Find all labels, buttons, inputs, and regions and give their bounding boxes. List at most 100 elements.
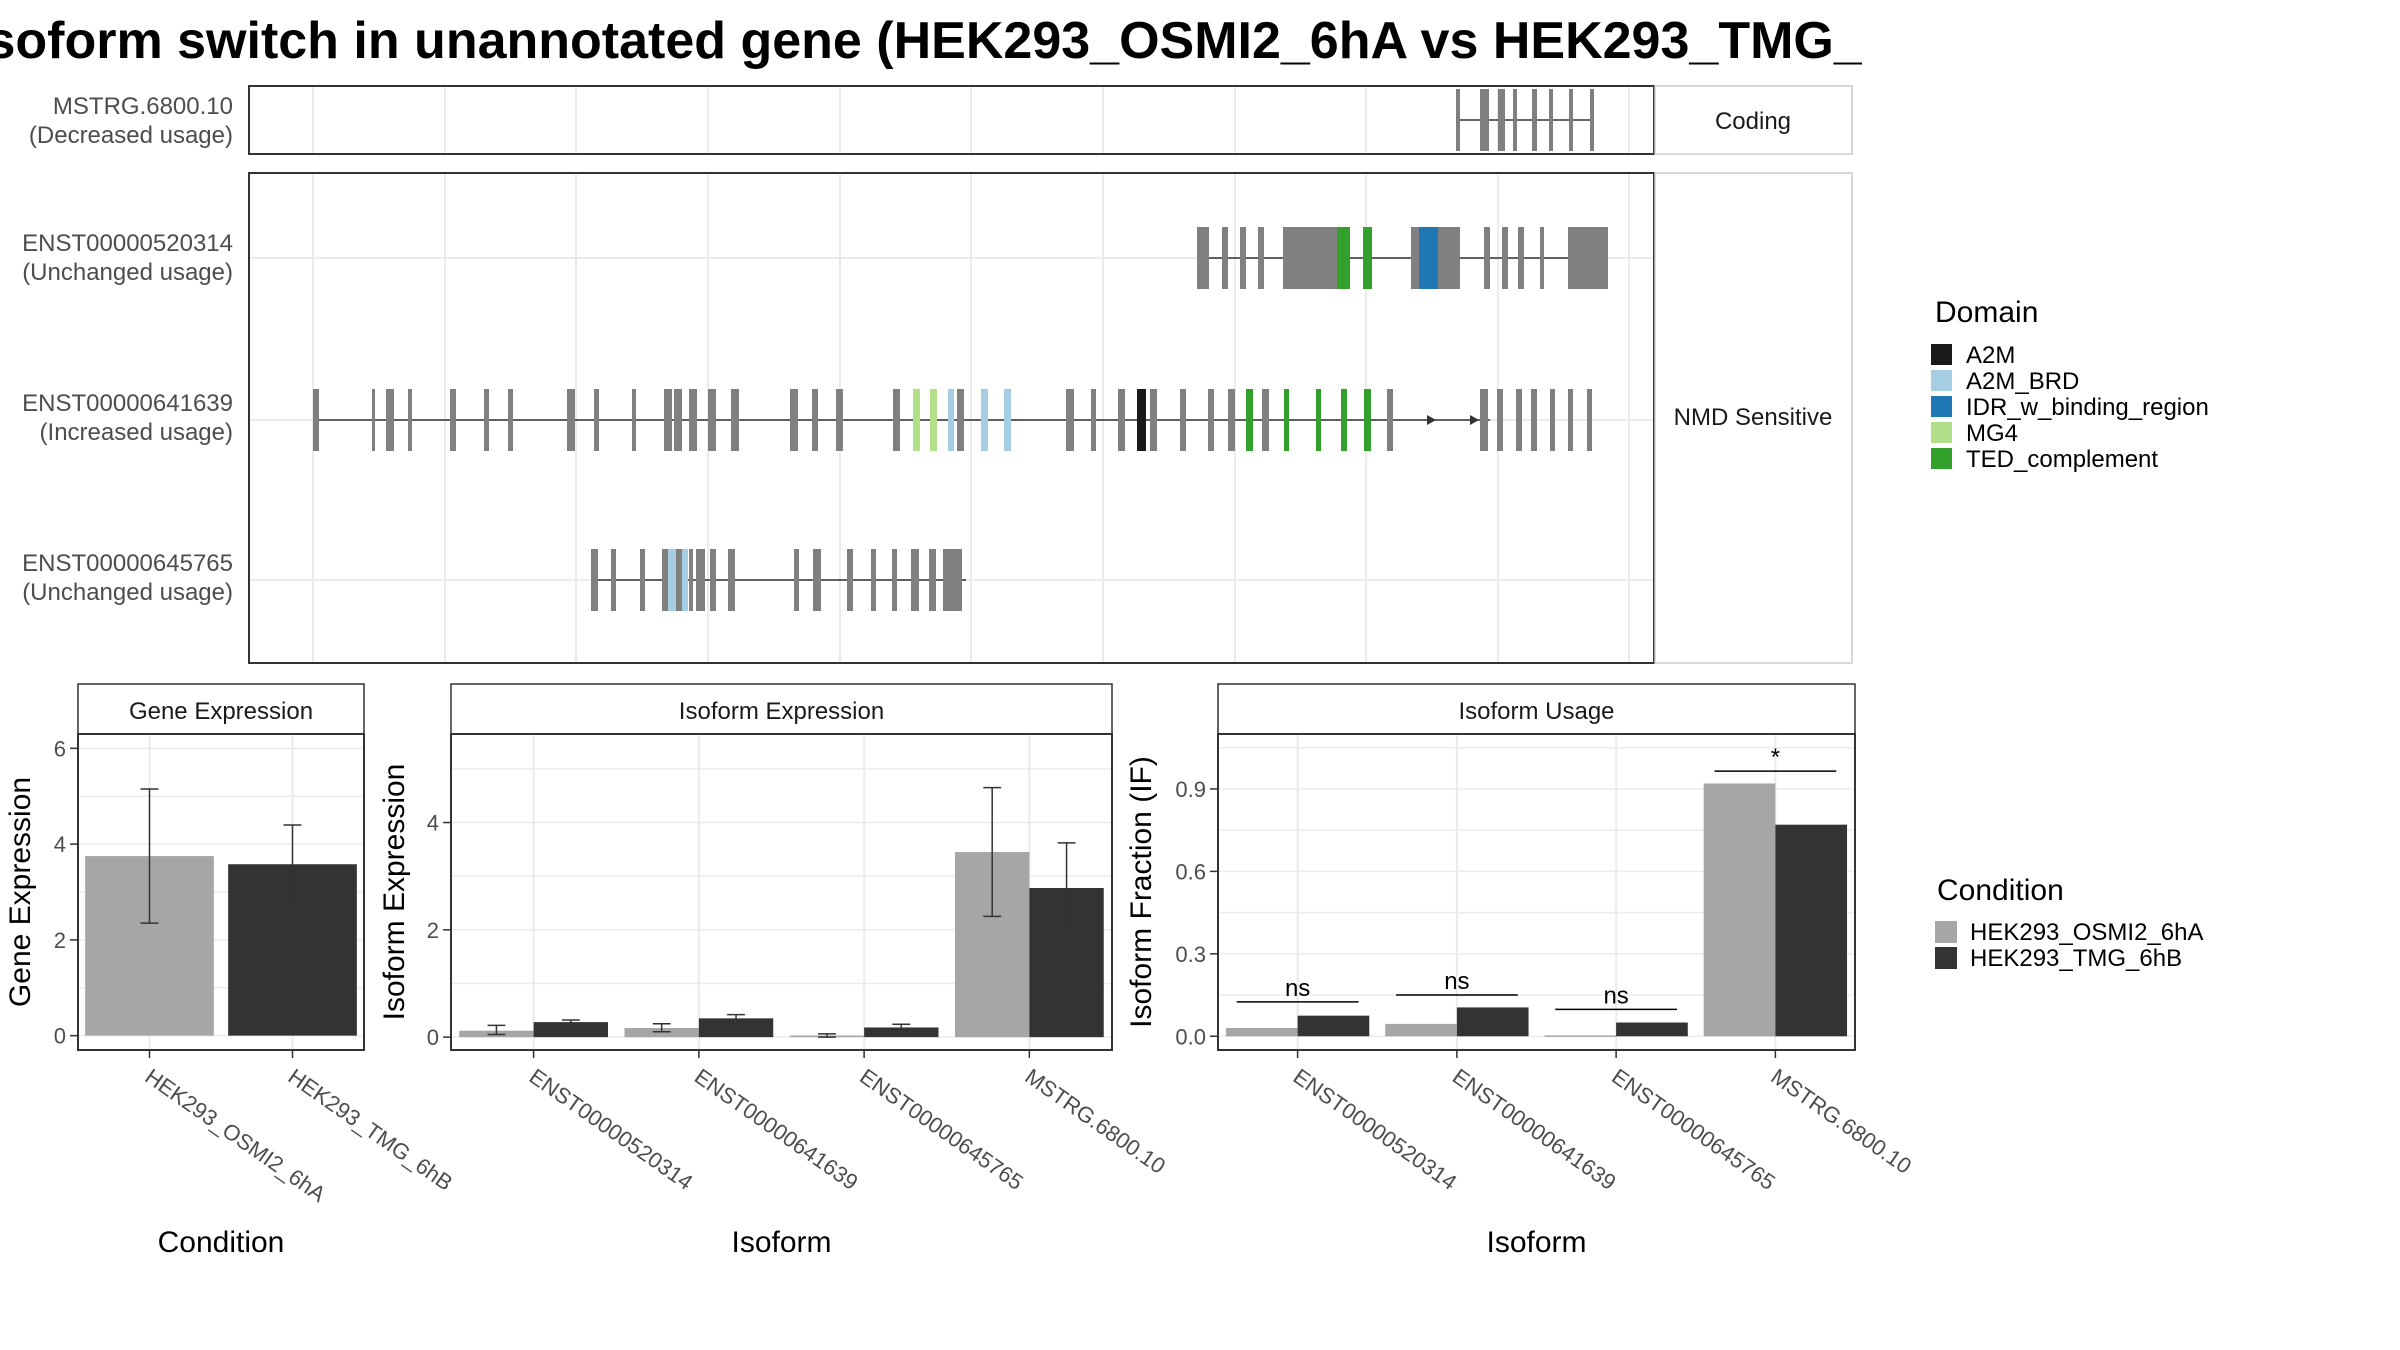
- y-tick-label: 2: [427, 918, 439, 943]
- domain-legend-label: MG4: [1966, 420, 2018, 447]
- exon: [1498, 89, 1505, 151]
- panel-isoform-usage: Isoform Usage ns ns ns * 0.0 0.3 0.6 0.9 ENST0000…: [1125, 683, 1917, 1259]
- x-tick-label: MSTRG.6800.10: [1021, 1064, 1171, 1179]
- isoform-structure-plot: Coding NMD Sensitive MSTRG.6800.10 (Decr…: [22, 85, 1853, 664]
- significance-label: ns: [1285, 975, 1310, 1002]
- condition-legend-label: HEK293_TMG_6hB: [1970, 945, 2182, 972]
- facet-strip-nmd: [1654, 172, 1853, 664]
- exon: [957, 389, 964, 451]
- bar: [1225, 1028, 1298, 1037]
- bar: [1385, 1023, 1457, 1037]
- domain-exon: [1316, 389, 1321, 451]
- domain-exon: [1284, 389, 1289, 451]
- y-tick-label: 0.9: [1175, 777, 1206, 802]
- exon: [611, 549, 616, 611]
- bar: [1775, 824, 1848, 1037]
- domain-exon: [1364, 389, 1371, 451]
- exon: [1513, 89, 1517, 151]
- exon: [1587, 389, 1592, 451]
- exon: [567, 389, 575, 451]
- exon: [664, 389, 672, 451]
- panel-border: [77, 733, 365, 1051]
- exon: [1531, 389, 1537, 451]
- exon: [450, 389, 456, 451]
- exon: [484, 389, 489, 451]
- exon: [1550, 389, 1555, 451]
- exon: [1438, 227, 1460, 289]
- exon: [897, 389, 899, 451]
- y-tick-label: 2: [54, 928, 66, 953]
- significance-label: ns: [1444, 968, 1469, 995]
- exon: [1532, 89, 1537, 151]
- exon: [1540, 227, 1544, 289]
- facet-label-nmd: NMD Sensitive: [1674, 404, 1833, 431]
- bar: [1456, 1007, 1529, 1037]
- exon: [508, 389, 513, 451]
- x-axis-title: Isoform: [1486, 1226, 1586, 1259]
- y-tick-label: 4: [54, 832, 66, 857]
- exon: [1456, 89, 1460, 151]
- exon: [1569, 89, 1573, 151]
- exon: [794, 549, 799, 611]
- bar: [1544, 1035, 1617, 1037]
- domain-exon: [1137, 389, 1146, 451]
- exon: [929, 549, 936, 611]
- exon: [1208, 389, 1214, 451]
- exon: [710, 549, 716, 611]
- exon: [1197, 227, 1209, 289]
- domain-legend-key: [1931, 448, 1952, 469]
- exon: [1118, 389, 1125, 451]
- exon: [689, 389, 697, 451]
- domain-exon: [930, 389, 937, 451]
- exon: [632, 389, 636, 451]
- x-tick-label: ENST00000645765: [855, 1064, 1028, 1195]
- exon: [1484, 227, 1490, 289]
- exon: [893, 389, 900, 451]
- exon: [728, 549, 735, 611]
- structure-panel-coding: [248, 85, 1655, 155]
- domain-exon: [1246, 389, 1253, 451]
- exon: [386, 389, 394, 451]
- structure-tracks: [313, 89, 1608, 611]
- domain-exon: [1004, 389, 1011, 451]
- bar: [1616, 1022, 1688, 1037]
- domain-exon: [1337, 227, 1350, 289]
- panel-strip: [450, 683, 1113, 735]
- domain-legend-key: [1931, 370, 1952, 391]
- exon: [892, 549, 897, 611]
- exon: [408, 389, 412, 451]
- y-axis-title: Isoform Expression: [378, 764, 411, 1021]
- condition-legend-key: [1935, 947, 1957, 969]
- exon: [1240, 227, 1246, 289]
- y-tick-label: 0.6: [1175, 859, 1206, 884]
- domain-legend-label: IDR_w_binding_region: [1966, 394, 2209, 421]
- y-tick-label: 0.0: [1175, 1024, 1206, 1049]
- significance-label: ns: [1603, 982, 1628, 1009]
- exon: [1590, 89, 1594, 151]
- significance-label: *: [1771, 744, 1780, 771]
- domain-legend-label: A2M: [1966, 342, 2015, 369]
- exon: [943, 549, 953, 611]
- exon: [1411, 227, 1421, 289]
- x-axis-title: Isoform: [731, 1226, 831, 1259]
- x-tick-label: MSTRG.6800.10: [1767, 1064, 1917, 1179]
- bar: [533, 1022, 608, 1038]
- x-tick-label: ENST00000520314: [525, 1064, 698, 1195]
- exon: [1150, 389, 1157, 451]
- x-tick-label: ENST00000645765: [1607, 1064, 1780, 1195]
- exon: [696, 549, 705, 611]
- exon: [1502, 227, 1508, 289]
- domain-exon: [668, 549, 676, 611]
- exon: [813, 549, 821, 611]
- domain-exon: [1419, 227, 1438, 289]
- domain-legend-key: [1931, 396, 1952, 417]
- x-tick-label: ENST00000641639: [690, 1064, 863, 1195]
- domain-exon: [682, 549, 688, 611]
- exon: [731, 389, 739, 451]
- exon: [847, 549, 853, 611]
- condition-legend-title: Condition: [1937, 874, 2064, 907]
- exon: [1568, 227, 1608, 289]
- exon: [594, 389, 599, 451]
- exon: [662, 549, 669, 611]
